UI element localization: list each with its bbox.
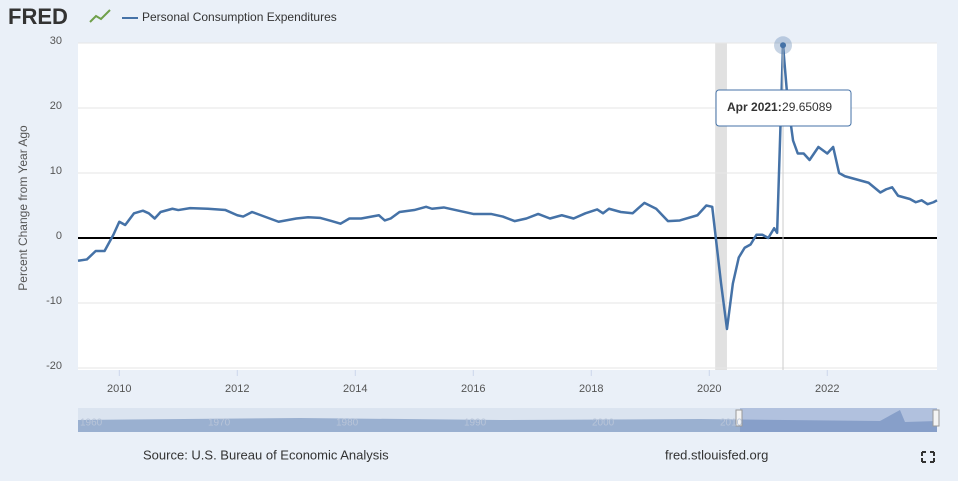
x-tick-label: 2010 xyxy=(107,383,131,395)
y-tick-label: 10 xyxy=(50,165,62,177)
source: Source: U.S. Bureau of Economic Analysis xyxy=(143,447,389,462)
navigator-selection[interactable] xyxy=(740,408,937,432)
tooltip-box xyxy=(715,89,852,127)
x-tick-label: 2012 xyxy=(225,383,249,395)
logo: FRED xyxy=(8,4,68,29)
y-tick-label: -20 xyxy=(46,360,62,372)
navigator-label: 1980 xyxy=(336,418,359,429)
site-link[interactable]: fred.stlouisfed.org xyxy=(665,447,768,462)
y-tick-label: 30 xyxy=(50,35,62,47)
navigator[interactable]: 1960 1970 1980 1990 2000 2010 xyxy=(78,408,940,432)
fullscreen-button[interactable] xyxy=(921,451,935,463)
recession-band xyxy=(715,43,727,370)
hover-point xyxy=(780,42,787,49)
y-axis-label: Percent Change from Year Ago xyxy=(16,125,30,291)
navigator-label: 1970 xyxy=(208,418,231,429)
y-tick-label: 0 xyxy=(56,230,62,242)
x-tick-label: 2020 xyxy=(697,383,721,395)
navigator-label: 1990 xyxy=(464,418,487,429)
x-tick-label: 2018 xyxy=(579,383,603,395)
navigator-label: 2000 xyxy=(592,418,615,429)
navigator-handle[interactable] xyxy=(932,409,940,427)
y-tick-label: -10 xyxy=(46,295,62,307)
navigator-label: 2010 xyxy=(720,418,743,429)
legend-label[interactable]: Personal Consumption Expenditures xyxy=(142,10,337,24)
navigator-handle[interactable] xyxy=(735,409,743,427)
y-tick-label: 20 xyxy=(50,100,62,112)
tooltip-label: Apr 2021: xyxy=(727,100,782,114)
navigator-series xyxy=(78,410,937,432)
navigator-label: 1960 xyxy=(80,418,103,429)
logo-icon xyxy=(89,9,111,23)
x-tick-label: 2014 xyxy=(343,383,367,395)
data-line xyxy=(77,44,938,331)
x-tick-label: 2016 xyxy=(461,383,485,395)
x-tick-label: 2022 xyxy=(815,383,839,395)
tooltip-value: 29.65089 xyxy=(782,100,832,114)
